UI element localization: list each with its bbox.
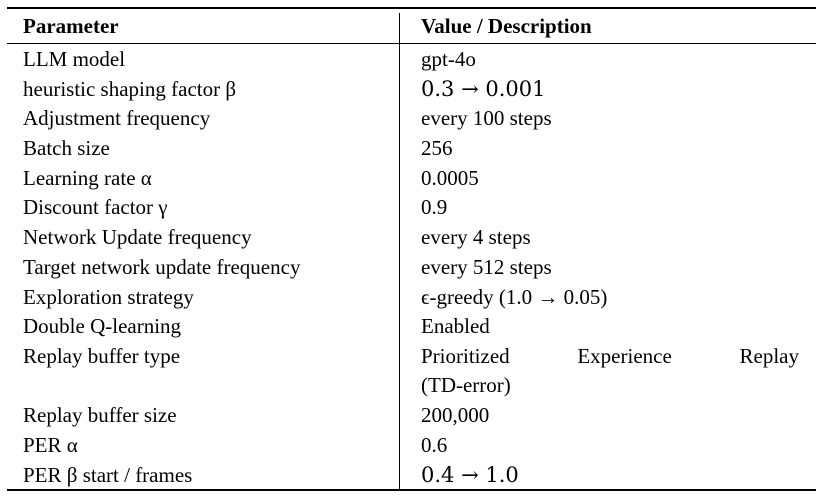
parameter-cell: Batch size <box>23 136 110 161</box>
parameter-cell: Network Update frequency <box>23 225 252 250</box>
value-cell: 0.9 <box>421 195 448 220</box>
table-row: Replay buffer size 200,000 <box>7 400 816 430</box>
value-cell: every 512 steps <box>421 254 552 279</box>
value-cell: 0.6 <box>421 432 448 457</box>
table-row: PER β start / frames 0.4 → 1.0 <box>7 460 816 490</box>
value-cell: 256 <box>421 136 453 161</box>
parameter-cell: LLM model <box>23 47 126 71</box>
parameter-cell: PER β start / frames <box>23 462 193 487</box>
parameter-cell: Target network update frequency <box>23 254 301 279</box>
table-header-row: Parameter Value / Description <box>7 9 816 43</box>
value-cell: every 100 steps <box>421 106 552 131</box>
table-row: PER α 0.6 <box>7 430 816 460</box>
value-cell: ϵ-greedy (1.0 → 0.05) <box>421 284 608 309</box>
value-cell: every 4 steps <box>421 225 531 250</box>
parameter-cell: heuristic shaping factor β <box>23 76 237 101</box>
table-row: Target network update frequency every 51… <box>7 252 816 282</box>
value-line-1: Prioritized Experience Replay <box>421 343 799 368</box>
table-row: Discount factor γ 0.9 <box>7 192 816 222</box>
value-cell: Enabled <box>421 314 490 339</box>
parameter-cell: Replay buffer type <box>23 343 181 368</box>
parameter-cell: PER α <box>23 432 78 457</box>
value-cell: 200,000 <box>421 403 490 428</box>
value-cell: Prioritized Experience Replay (TD-error) <box>421 342 799 400</box>
header-parameter: Parameter <box>23 14 119 38</box>
bottom-rule <box>7 489 816 492</box>
table-row: heuristic shaping factor β 0.3 → 0.001 <box>7 74 816 104</box>
value-cell: 0.4 → 1.0 <box>421 462 519 487</box>
parameter-cell: Adjustment frequency <box>23 106 211 131</box>
table-row: Network Update frequency every 4 steps <box>7 222 816 252</box>
table-body: LLM model gpt-4o heuristic shaping facto… <box>7 44 816 490</box>
table-row: Batch size 256 <box>7 133 816 163</box>
column-divider <box>399 44 400 490</box>
table-row: Double Q-learning Enabled <box>7 311 816 341</box>
table-row: Exploration strategy ϵ-greedy (1.0 → 0.0… <box>7 282 816 312</box>
table-row: Replay buffer type Prioritized Experienc… <box>7 341 816 400</box>
value-cell: 0.0005 <box>421 165 479 190</box>
value-line-2: (TD-error) <box>421 372 511 397</box>
parameter-cell: Learning rate α <box>23 165 152 190</box>
table-row: Learning rate α 0.0005 <box>7 163 816 193</box>
column-divider <box>399 13 400 43</box>
parameter-cell: Discount factor γ <box>23 195 168 220</box>
header-value: Value / Description <box>421 14 592 38</box>
header-rule <box>7 43 816 44</box>
parameter-cell: Replay buffer size <box>23 403 177 428</box>
parameter-table: Parameter Value / Description LLM model … <box>7 7 816 492</box>
parameter-cell: Exploration strategy <box>23 284 194 309</box>
top-rule <box>7 7 816 9</box>
value-cell: 0.3 → 0.001 <box>421 76 546 101</box>
value-cell: gpt-4o <box>421 47 476 71</box>
table-row: LLM model gpt-4o <box>7 44 816 74</box>
parameter-cell: Double Q-learning <box>23 314 182 339</box>
table-row: Adjustment frequency every 100 steps <box>7 103 816 133</box>
